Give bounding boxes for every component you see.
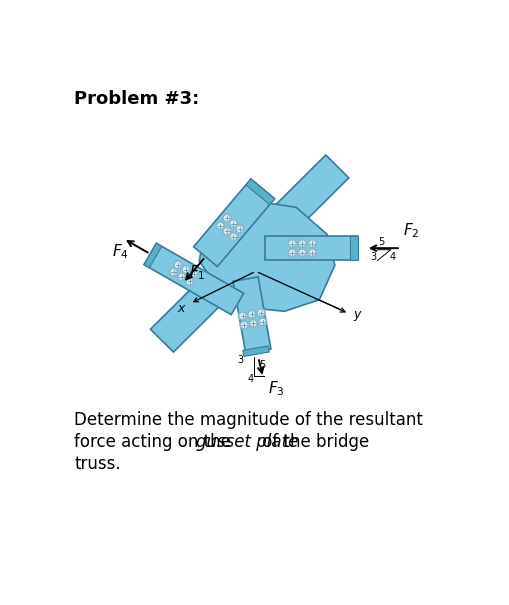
Circle shape: [238, 312, 247, 320]
Circle shape: [184, 267, 188, 272]
Circle shape: [182, 265, 190, 273]
Text: Determine the magnitude of the resultant: Determine the magnitude of the resultant: [74, 411, 423, 430]
Circle shape: [242, 322, 247, 327]
Circle shape: [236, 225, 244, 234]
Polygon shape: [246, 179, 275, 204]
Circle shape: [218, 223, 223, 228]
Circle shape: [259, 310, 263, 315]
Circle shape: [298, 240, 306, 248]
Circle shape: [222, 214, 231, 223]
Circle shape: [308, 249, 317, 257]
Text: $F_1$: $F_1$: [189, 263, 206, 282]
Text: 5: 5: [378, 237, 384, 247]
Polygon shape: [233, 277, 271, 353]
Circle shape: [288, 240, 297, 248]
Circle shape: [298, 249, 306, 257]
Circle shape: [224, 229, 229, 234]
Circle shape: [290, 250, 295, 255]
Circle shape: [216, 221, 224, 230]
Polygon shape: [243, 346, 269, 356]
Polygon shape: [350, 236, 358, 261]
Circle shape: [190, 270, 198, 278]
Text: 5: 5: [259, 360, 265, 370]
Circle shape: [290, 241, 295, 246]
Text: truss.: truss.: [74, 454, 121, 473]
Text: $F_2$: $F_2$: [403, 222, 419, 240]
Circle shape: [240, 313, 245, 318]
Circle shape: [177, 273, 186, 281]
Circle shape: [231, 234, 236, 239]
Circle shape: [259, 318, 267, 326]
Text: 4: 4: [247, 374, 253, 384]
Circle shape: [229, 220, 238, 228]
Circle shape: [300, 250, 305, 255]
Text: $x$: $x$: [177, 302, 187, 315]
Polygon shape: [144, 243, 162, 267]
Circle shape: [179, 275, 184, 279]
Circle shape: [185, 277, 194, 286]
Circle shape: [249, 319, 258, 328]
Circle shape: [308, 240, 317, 248]
Polygon shape: [151, 155, 349, 352]
Circle shape: [247, 310, 256, 319]
Text: $y$: $y$: [353, 309, 363, 323]
Polygon shape: [199, 202, 335, 312]
Circle shape: [229, 232, 238, 241]
Circle shape: [310, 241, 315, 246]
Circle shape: [260, 319, 265, 324]
Circle shape: [257, 309, 265, 317]
Polygon shape: [193, 179, 275, 267]
Text: 3: 3: [238, 355, 244, 365]
Circle shape: [169, 268, 178, 276]
Text: force acting on the: force acting on the: [74, 433, 237, 451]
Circle shape: [310, 250, 315, 255]
Circle shape: [251, 321, 256, 326]
Text: of the bridge: of the bridge: [257, 433, 369, 451]
Circle shape: [222, 227, 231, 235]
Circle shape: [300, 241, 305, 246]
Circle shape: [249, 312, 254, 317]
Text: Problem #3:: Problem #3:: [74, 90, 200, 108]
Text: $F_4$: $F_4$: [111, 243, 128, 261]
Circle shape: [191, 272, 196, 276]
Circle shape: [187, 279, 192, 284]
Circle shape: [174, 261, 182, 269]
Polygon shape: [144, 243, 244, 315]
Circle shape: [231, 221, 236, 226]
Circle shape: [171, 270, 176, 275]
Circle shape: [240, 321, 248, 329]
Text: 4: 4: [389, 252, 395, 263]
Polygon shape: [265, 236, 358, 261]
Circle shape: [224, 216, 229, 220]
Circle shape: [176, 263, 180, 267]
Text: 3: 3: [370, 252, 376, 263]
Circle shape: [288, 249, 297, 257]
Circle shape: [238, 227, 242, 231]
Text: gusset plate: gusset plate: [196, 433, 298, 451]
Text: $F_3$: $F_3$: [268, 379, 285, 398]
